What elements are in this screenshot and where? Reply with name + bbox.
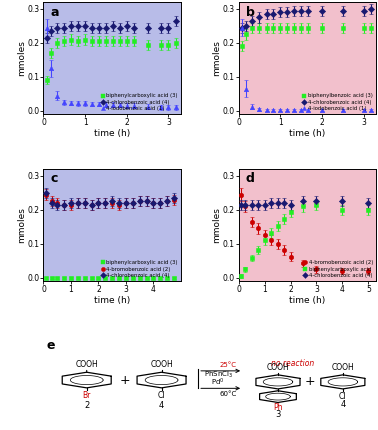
Text: c: c [50, 172, 58, 185]
Text: PhSnCl$_3$: PhSnCl$_3$ [203, 369, 233, 380]
Text: a: a [50, 6, 59, 18]
Y-axis label: mmoles: mmoles [17, 207, 26, 243]
Text: COOH: COOH [332, 363, 354, 372]
X-axis label: time (h): time (h) [94, 129, 130, 138]
X-axis label: time (h): time (h) [289, 129, 325, 138]
Text: e: e [47, 339, 55, 352]
Text: Ph: Ph [273, 403, 283, 412]
Text: 25°C: 25°C [220, 362, 237, 368]
Y-axis label: mmoles: mmoles [17, 40, 26, 76]
Text: no reaction: no reaction [271, 359, 314, 368]
Y-axis label: mmoles: mmoles [212, 40, 221, 76]
Legend: biphenylcarboxylic acid (3), 4-chlorobenzoic acid (4), 4-iodobenzoic acid (1): biphenylcarboxylic acid (3), 4-chloroben… [100, 93, 178, 112]
Text: COOH: COOH [266, 363, 289, 372]
Text: 2: 2 [84, 401, 89, 410]
Legend: 4-bromobenzoic acid (2), biphenylcarboxylic acid, 4-chlorobenzoic acid (4): 4-bromobenzoic acid (2), biphenylcarboxy… [302, 260, 373, 279]
Y-axis label: mmoles: mmoles [212, 207, 221, 243]
Text: +: + [120, 374, 130, 387]
Text: Cl: Cl [339, 392, 347, 401]
Text: +: + [304, 375, 315, 388]
Text: 4: 4 [340, 400, 345, 409]
X-axis label: time (h): time (h) [94, 296, 130, 305]
Text: 3: 3 [275, 410, 281, 419]
Legend: biphenylcarboxylic acid (3), 4-bromobenzoic acid (2), 4-chlorobenzoic acid (4): biphenylcarboxylic acid (3), 4-bromobenz… [100, 260, 178, 279]
X-axis label: time (h): time (h) [289, 296, 325, 305]
Text: Pd$^0$: Pd$^0$ [211, 377, 225, 388]
Text: Br: Br [82, 390, 91, 399]
Text: COOH: COOH [75, 360, 98, 369]
Text: d: d [246, 172, 254, 185]
Text: b: b [246, 6, 254, 18]
Text: COOH: COOH [150, 360, 173, 369]
Text: 4: 4 [159, 401, 164, 410]
Legend: biphenylbenzoic acid (3), 4-chlorobenzoic acid (4), 4-iodobenzoic acid (1): biphenylbenzoic acid (3), 4-chlorobenzoi… [302, 93, 373, 112]
Text: 60°C: 60°C [220, 391, 237, 397]
Text: Cl: Cl [158, 390, 165, 399]
